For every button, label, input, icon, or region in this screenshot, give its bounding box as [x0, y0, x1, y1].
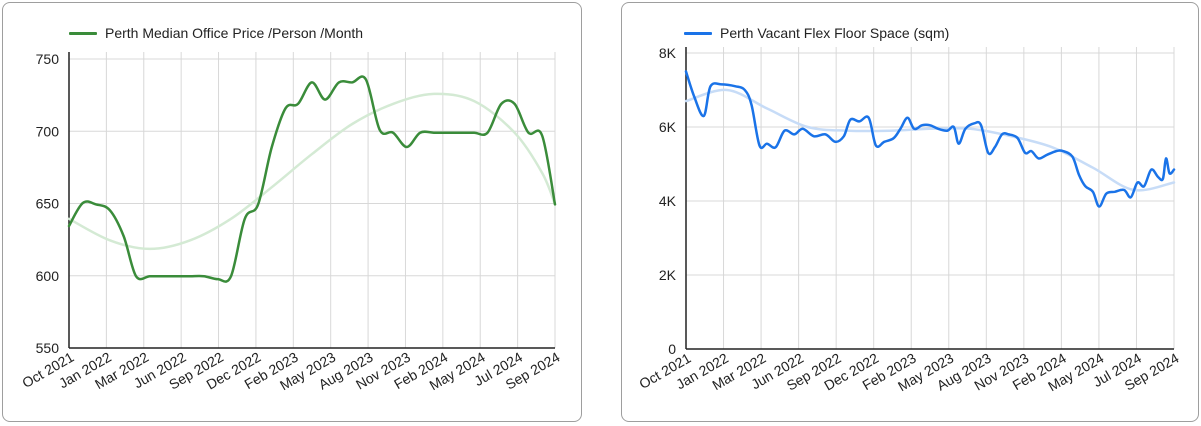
legend-label: Perth Median Office Price /Person /Month: [105, 25, 364, 41]
series-line: [67, 75, 557, 283]
trend-line: [684, 88, 1176, 192]
legend-label: Perth Vacant Flex Floor Space (sqm): [720, 25, 950, 41]
legend-swatch-green: [69, 31, 97, 35]
vacancy-chart-legend: Perth Vacant Flex Floor Space (sqm): [684, 25, 949, 41]
vacancy-chart-panel: 8K 6K 4K 2K 0 Oct 2021 Jan 2022 Mar 2022 Jun 202…: [621, 2, 1199, 422]
trend-line: [67, 92, 557, 251]
legend-swatch-blue: [684, 31, 712, 35]
y-tick-label: 750: [36, 51, 60, 67]
y-tick-label: 550: [36, 340, 60, 356]
y-tick-label: 700: [36, 123, 60, 139]
y-tick-label: 6K: [659, 119, 677, 135]
y-tick-label: 600: [36, 268, 60, 284]
y-tick-label: 0: [668, 341, 676, 357]
y-tick-label: 4K: [659, 193, 677, 209]
y-tick-label: 2K: [659, 267, 677, 283]
y-tick-label: 8K: [659, 45, 677, 61]
y-tick-label: 650: [36, 196, 60, 212]
price-chart-panel: 750 700 650 600 550 Oct 2021 Jan 2022 Mar 2022 J…: [2, 2, 582, 422]
price-chart-legend: Perth Median Office Price /Person /Month: [69, 25, 363, 41]
series-line: [684, 70, 1176, 208]
